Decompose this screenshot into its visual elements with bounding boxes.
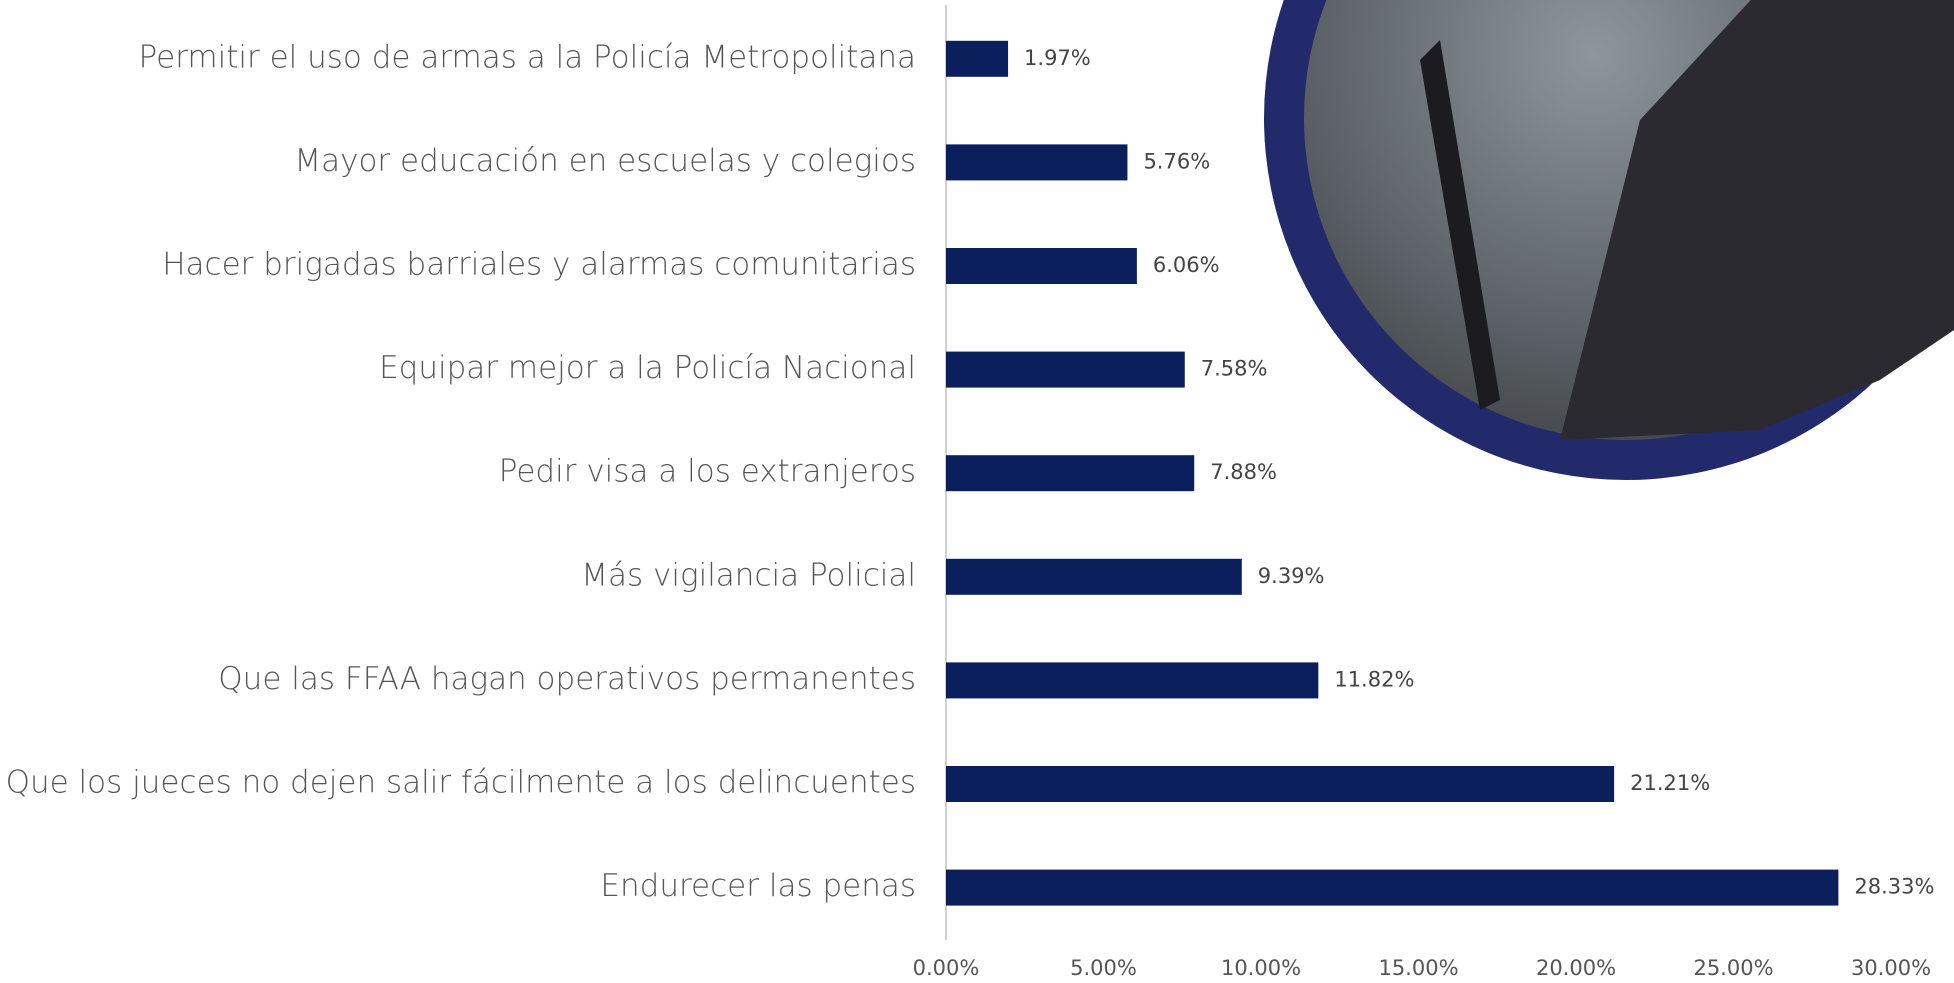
value-label: 7.88% — [1210, 460, 1277, 484]
x-tick-label: 30.00% — [1851, 956, 1931, 980]
value-label: 11.82% — [1334, 667, 1414, 691]
x-tick-label: 20.00% — [1536, 956, 1616, 980]
x-tick-label: 15.00% — [1378, 956, 1458, 980]
value-label: 5.76% — [1143, 149, 1210, 173]
bar — [946, 144, 1128, 181]
bar — [946, 558, 1242, 595]
value-label: 21.21% — [1630, 771, 1710, 795]
bar — [946, 455, 1195, 492]
category-label: Equipar mejor a la Policía Nacional — [379, 350, 916, 386]
value-label: 28.33% — [1854, 875, 1934, 899]
bar — [946, 869, 1839, 906]
category-label: Permitir el uso de armas a la Policía Me… — [139, 39, 916, 75]
value-label: 9.39% — [1258, 564, 1325, 588]
category-label: Que las FFAA hagan operativos permanente… — [218, 661, 916, 697]
value-label: 7.58% — [1201, 357, 1268, 381]
category-label: Más vigilancia Policial — [581, 557, 916, 593]
bar — [946, 766, 1615, 802]
bar — [946, 40, 1009, 77]
x-tick-label: 5.00% — [1070, 956, 1137, 980]
bar — [946, 248, 1137, 284]
category-label: Que los jueces no dejen salir fácilmente… — [6, 765, 916, 801]
bar — [946, 351, 1185, 388]
decorative-photo — [1264, 0, 1954, 480]
bar — [946, 662, 1319, 699]
value-label: 1.97% — [1024, 46, 1091, 70]
value-label: 6.06% — [1153, 253, 1220, 277]
category-label: Hacer brigadas barriales y alarmas comun… — [162, 247, 916, 283]
x-tick-label: 0.00% — [913, 956, 980, 980]
category-label: Endurecer las penas — [600, 868, 916, 904]
x-tick-label: 10.00% — [1221, 956, 1301, 980]
x-tick-label: 25.00% — [1693, 956, 1773, 980]
category-label: Pedir visa a los extranjeros — [499, 454, 916, 490]
category-label: Mayor educación en escuelas y colegios — [294, 143, 916, 179]
